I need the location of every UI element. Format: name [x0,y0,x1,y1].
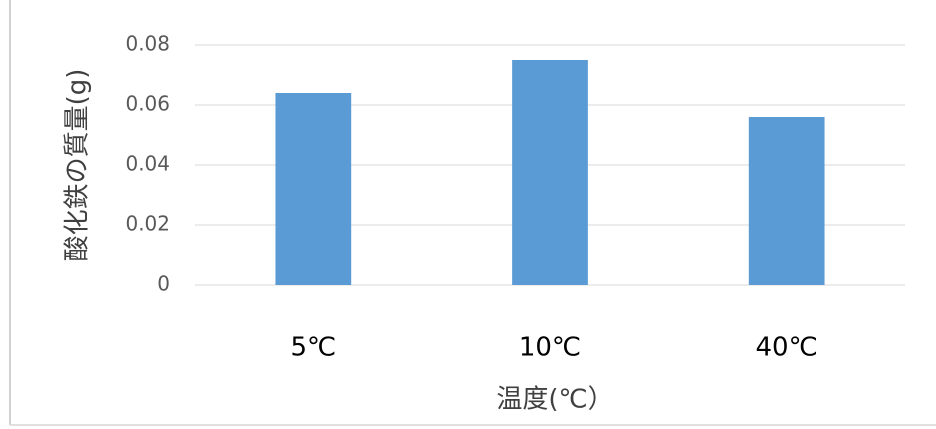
y-tick-label: 0.04 [125,152,170,176]
bar [275,93,352,285]
y-axis-title: 酸化鉄の質量(g) [63,69,93,262]
y-tick-label: 0.06 [125,92,170,116]
bar [512,60,588,285]
y-tick-label: 0.08 [125,32,170,56]
y-tick-label: 0 [157,272,170,296]
x-tick-label: 10℃ [519,333,581,363]
y-tick-label: 0.02 [125,212,170,236]
bar [748,117,825,285]
x-tick-label: 40℃ [756,333,818,363]
x-tick-label: 5℃ [290,333,336,363]
x-axis-title: 温度(℃） [496,385,613,415]
